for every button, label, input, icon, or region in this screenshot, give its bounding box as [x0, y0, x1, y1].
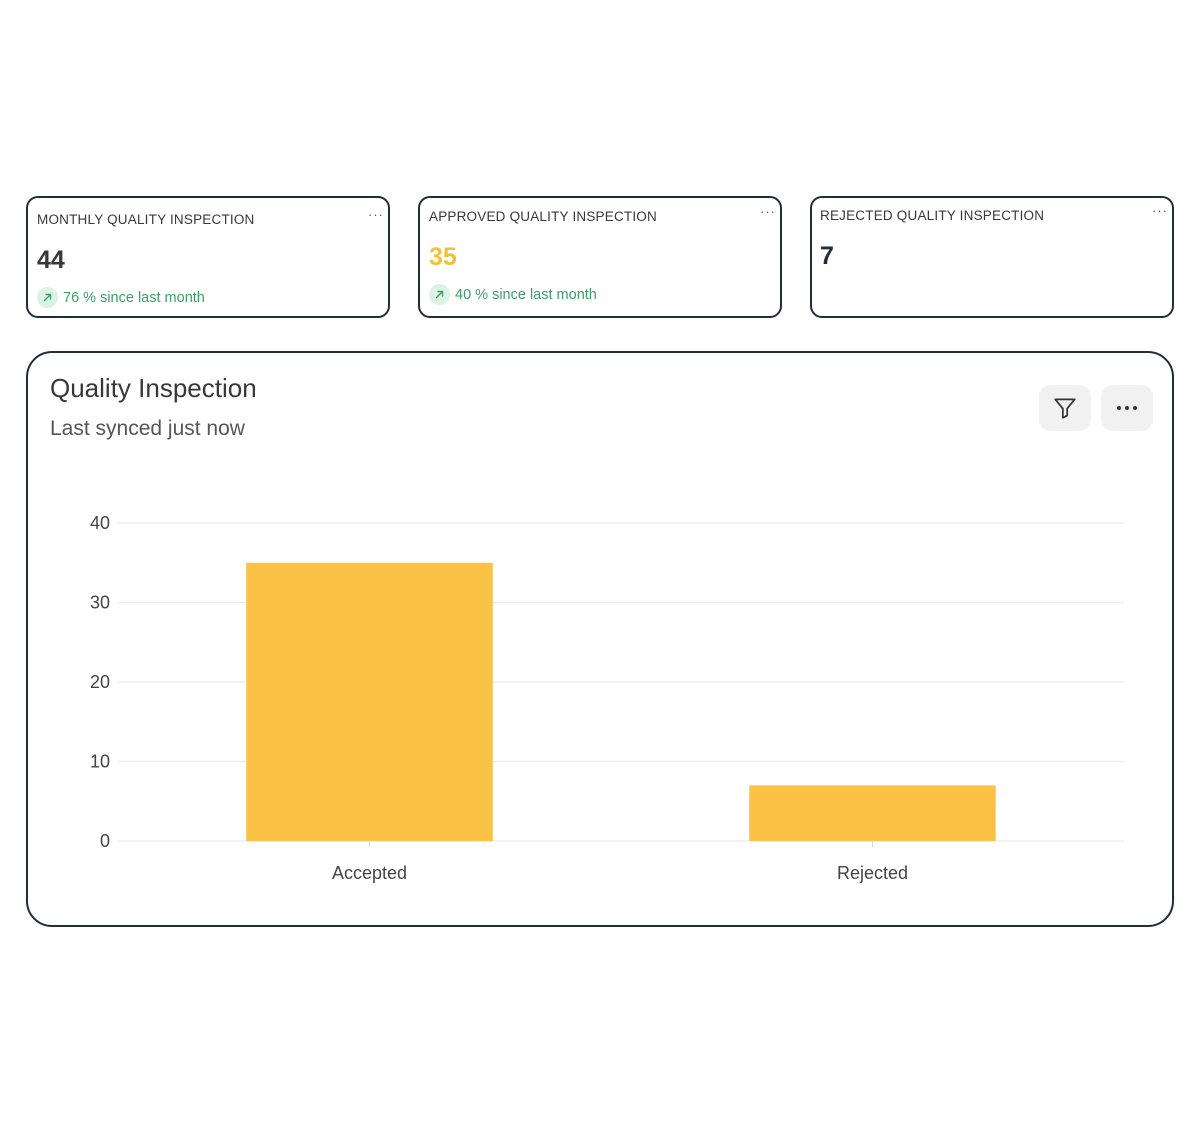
more-horizontal-icon [1116, 405, 1138, 411]
bar-accepted[interactable] [246, 562, 493, 841]
card-value: 35 [429, 243, 457, 271]
chart-title: Quality Inspection [50, 373, 257, 403]
quality-inspection-chart-panel: Quality Inspection Last synced just now … [26, 351, 1174, 927]
x-tick-label: Rejected [837, 863, 908, 883]
filter-icon [1052, 395, 1078, 421]
card-menu-button[interactable]: ··· [368, 207, 384, 222]
card-value: 44 [37, 246, 65, 274]
trend-text: 40 % since last month [455, 286, 597, 303]
y-tick-label: 40 [90, 513, 110, 533]
bar-rejected[interactable] [749, 785, 996, 841]
rejected-quality-inspection-card: REJECTED QUALITY INSPECTION ··· 7 [810, 196, 1174, 318]
card-trend: 40 % since last month [429, 284, 597, 305]
arrow-up-right-icon [37, 287, 58, 308]
filter-button[interactable] [1039, 385, 1091, 431]
bar-chart: 0 10 20 30 40 Accepted Rejected [90, 513, 1124, 883]
card-trend: 76 % since last month [37, 287, 205, 308]
card-title: REJECTED QUALITY INSPECTION [820, 208, 1045, 223]
y-tick-label: 20 [90, 672, 110, 692]
card-title: APPROVED QUALITY INSPECTION [429, 209, 657, 224]
y-tick-label: 30 [90, 593, 110, 613]
y-tick-label: 10 [90, 752, 110, 772]
trend-text: 76 % since last month [63, 289, 205, 306]
more-options-button[interactable] [1101, 385, 1153, 431]
last-synced-text: Last synced just now [50, 417, 245, 440]
x-tick-label: Accepted [332, 863, 407, 883]
approved-quality-inspection-card: APPROVED QUALITY INSPECTION ··· 35 40 % … [418, 196, 782, 318]
card-value: 7 [820, 242, 834, 270]
card-title: MONTHLY QUALITY INSPECTION [37, 212, 255, 227]
arrow-up-right-icon [429, 284, 450, 305]
y-tick-label: 0 [100, 831, 110, 851]
card-menu-button[interactable]: ··· [1152, 203, 1168, 218]
card-menu-button[interactable]: ··· [760, 204, 776, 219]
monthly-quality-inspection-card: MONTHLY QUALITY INSPECTION ··· 44 76 % s… [26, 196, 390, 318]
